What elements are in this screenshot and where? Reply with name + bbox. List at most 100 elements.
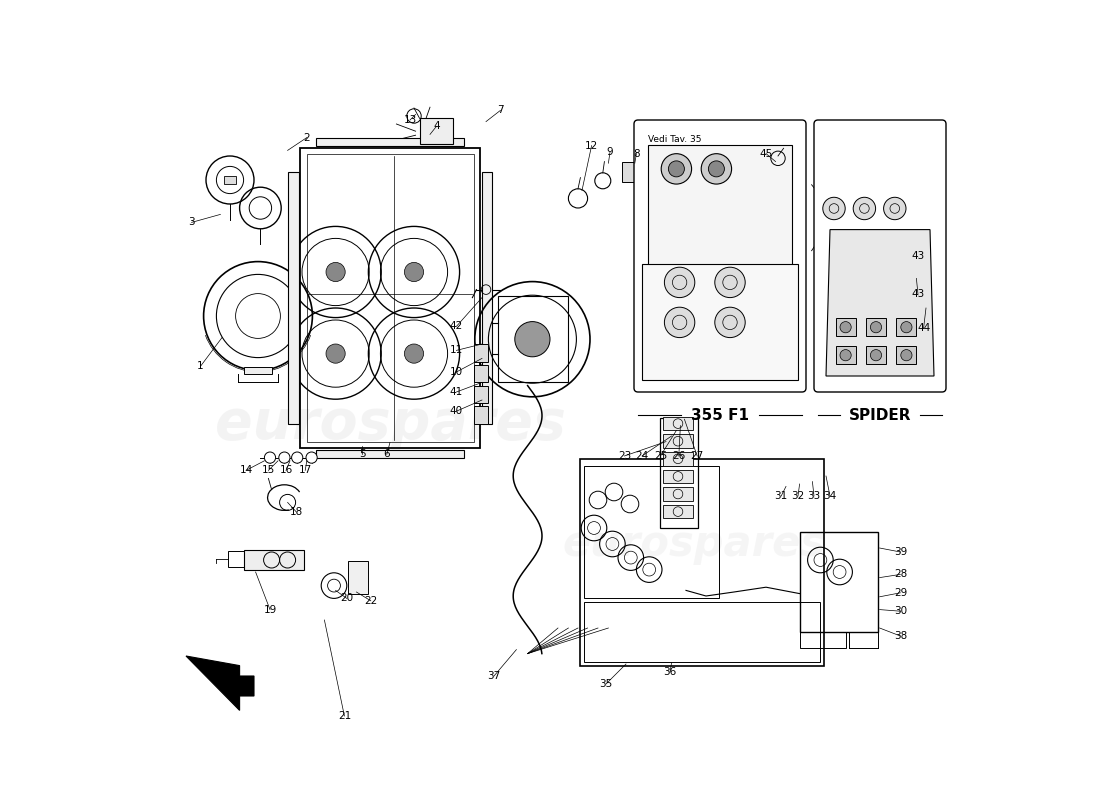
Text: 27: 27 bbox=[691, 451, 704, 461]
Text: 43: 43 bbox=[912, 290, 925, 299]
Text: 24: 24 bbox=[636, 451, 649, 461]
FancyBboxPatch shape bbox=[814, 120, 946, 392]
Text: 45: 45 bbox=[759, 149, 772, 158]
Text: 7: 7 bbox=[497, 106, 504, 115]
Circle shape bbox=[405, 344, 424, 363]
Text: 11: 11 bbox=[450, 346, 463, 355]
Bar bbox=[896, 346, 916, 364]
Bar bbox=[663, 487, 693, 501]
Text: 1: 1 bbox=[197, 362, 204, 371]
Bar bbox=[663, 470, 693, 483]
Bar bbox=[288, 172, 299, 424]
Text: 12: 12 bbox=[585, 141, 598, 150]
Bar bbox=[244, 550, 305, 570]
Text: 6: 6 bbox=[384, 450, 390, 459]
Polygon shape bbox=[826, 230, 934, 376]
Text: 44: 44 bbox=[917, 323, 931, 333]
Circle shape bbox=[715, 267, 745, 298]
Circle shape bbox=[701, 154, 732, 184]
Text: 23: 23 bbox=[618, 451, 631, 461]
Text: 13: 13 bbox=[404, 115, 417, 125]
Bar bbox=[474, 365, 488, 382]
Bar bbox=[474, 406, 488, 424]
Text: eurospares: eurospares bbox=[562, 523, 826, 565]
Bar bbox=[660, 418, 698, 528]
Circle shape bbox=[870, 350, 881, 361]
Circle shape bbox=[405, 262, 424, 282]
Text: 39: 39 bbox=[894, 547, 908, 557]
Circle shape bbox=[870, 322, 881, 333]
Text: 14: 14 bbox=[240, 466, 253, 475]
Bar bbox=[229, 551, 244, 567]
Bar bbox=[836, 346, 856, 364]
Bar bbox=[866, 346, 886, 364]
Text: 10: 10 bbox=[450, 367, 463, 377]
Text: 15: 15 bbox=[262, 466, 275, 475]
Circle shape bbox=[664, 267, 695, 298]
Circle shape bbox=[326, 344, 345, 363]
Text: 8: 8 bbox=[634, 149, 640, 158]
Bar bbox=[581, 459, 824, 666]
Bar bbox=[896, 318, 916, 336]
Text: 17: 17 bbox=[298, 466, 311, 475]
Text: 2: 2 bbox=[304, 133, 310, 142]
Text: 29: 29 bbox=[894, 588, 908, 598]
Bar bbox=[474, 386, 488, 403]
Circle shape bbox=[840, 350, 851, 361]
Bar bbox=[498, 296, 569, 382]
Bar bbox=[866, 318, 886, 336]
Text: 33: 33 bbox=[807, 491, 821, 501]
Text: 355 F1: 355 F1 bbox=[691, 408, 749, 422]
Text: 40: 40 bbox=[450, 406, 463, 416]
Circle shape bbox=[854, 198, 876, 220]
Bar bbox=[307, 154, 474, 442]
Bar bbox=[663, 452, 693, 466]
Text: 37: 37 bbox=[487, 671, 500, 681]
Text: 38: 38 bbox=[894, 631, 908, 641]
Circle shape bbox=[840, 322, 851, 333]
Circle shape bbox=[669, 161, 684, 177]
Text: 16: 16 bbox=[279, 466, 293, 475]
Text: 26: 26 bbox=[672, 451, 685, 461]
Circle shape bbox=[664, 307, 695, 338]
Circle shape bbox=[292, 452, 302, 463]
Bar bbox=[474, 344, 488, 362]
Bar bbox=[348, 561, 369, 594]
Polygon shape bbox=[186, 656, 254, 710]
Bar bbox=[663, 505, 693, 518]
Bar bbox=[317, 450, 464, 458]
Text: 20: 20 bbox=[340, 594, 353, 603]
Text: 22: 22 bbox=[364, 596, 377, 606]
Text: 32: 32 bbox=[791, 491, 804, 501]
Bar bbox=[244, 367, 272, 374]
FancyBboxPatch shape bbox=[634, 120, 806, 392]
Text: 3: 3 bbox=[188, 218, 195, 227]
Text: 21: 21 bbox=[338, 711, 351, 721]
Circle shape bbox=[883, 198, 906, 220]
Bar bbox=[584, 466, 718, 598]
Circle shape bbox=[901, 350, 912, 361]
Text: See Table 35: See Table 35 bbox=[648, 154, 705, 163]
Bar bbox=[300, 148, 481, 448]
Text: 34: 34 bbox=[824, 491, 837, 501]
Circle shape bbox=[715, 307, 745, 338]
Text: 19: 19 bbox=[263, 605, 276, 614]
Text: 42: 42 bbox=[450, 322, 463, 331]
Text: 36: 36 bbox=[663, 667, 676, 677]
Bar bbox=[663, 434, 693, 448]
Circle shape bbox=[278, 452, 290, 463]
Bar bbox=[584, 602, 821, 662]
Text: 41: 41 bbox=[450, 387, 463, 397]
Text: SPIDER: SPIDER bbox=[849, 408, 911, 422]
Bar bbox=[317, 138, 464, 146]
Circle shape bbox=[708, 161, 725, 177]
Text: 43: 43 bbox=[912, 251, 925, 261]
Text: 4: 4 bbox=[433, 122, 440, 131]
Text: 35: 35 bbox=[600, 679, 613, 689]
Circle shape bbox=[901, 322, 912, 333]
Circle shape bbox=[823, 198, 845, 220]
Text: 9: 9 bbox=[607, 147, 614, 157]
Circle shape bbox=[661, 154, 692, 184]
Bar bbox=[648, 145, 792, 266]
Text: 25: 25 bbox=[653, 451, 667, 461]
